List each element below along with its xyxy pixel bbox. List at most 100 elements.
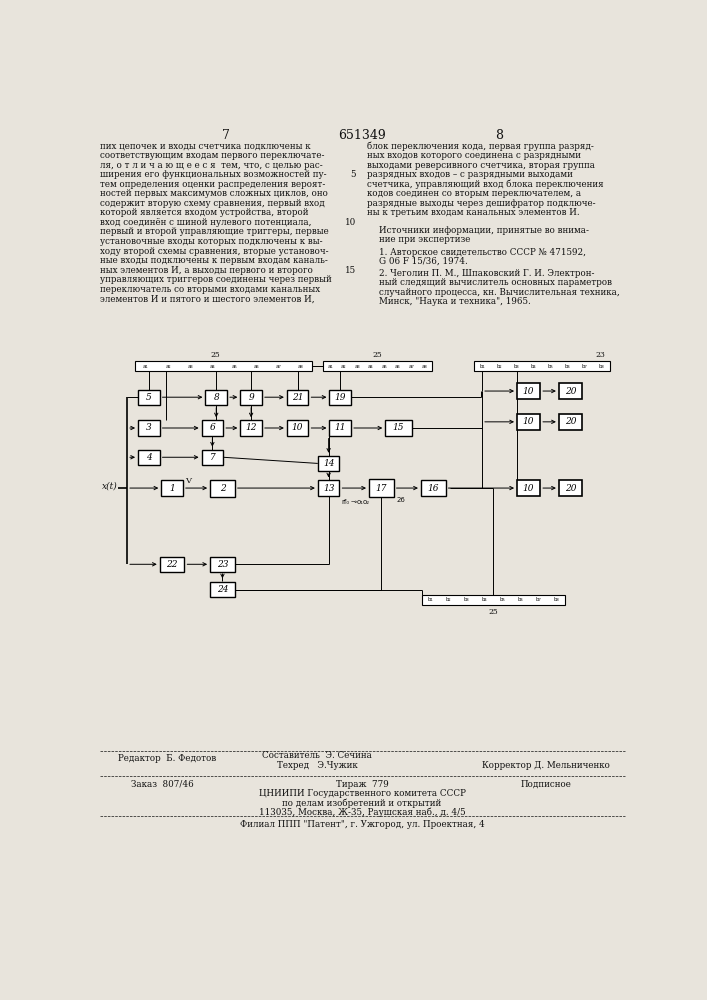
Bar: [559, 383, 582, 399]
Text: b₃: b₃: [464, 597, 469, 602]
Text: b₇: b₇: [535, 597, 541, 602]
Bar: [517, 414, 540, 430]
Bar: [210, 480, 235, 497]
Text: b₁: b₁: [428, 597, 433, 602]
Text: 12: 12: [245, 424, 257, 432]
Text: V: V: [185, 477, 192, 485]
Bar: [517, 480, 540, 496]
Bar: [138, 450, 160, 465]
Text: ные входы подключены к первым входам каналь-: ные входы подключены к первым входам кан…: [100, 256, 328, 265]
Text: 1: 1: [169, 484, 175, 493]
Text: x(t): x(t): [103, 482, 118, 491]
Text: b₃: b₃: [514, 364, 520, 369]
Text: a₇: a₇: [276, 364, 281, 369]
Text: содержит вторую схему сравнения, первый вход: содержит вторую схему сравнения, первый …: [100, 199, 325, 208]
Text: 10: 10: [522, 484, 534, 493]
Text: a₈: a₈: [422, 364, 428, 369]
Text: соответствующим входам первого переключате-: соответствующим входам первого переключа…: [100, 151, 325, 160]
Bar: [369, 479, 394, 497]
Bar: [161, 480, 183, 496]
Text: разрядных входов – с разрядными выходами: разрядных входов – с разрядными выходами: [368, 170, 573, 179]
Bar: [317, 480, 339, 496]
Text: o₁: o₁: [356, 499, 363, 505]
Text: a₃: a₃: [187, 364, 193, 369]
Bar: [138, 420, 160, 436]
Text: 4: 4: [146, 453, 152, 462]
Text: первый и второй управляющие триггеры, первые: первый и второй управляющие триггеры, пе…: [100, 227, 329, 236]
Text: переключатель со вторыми входами канальных: переключатель со вторыми входами канальн…: [100, 285, 320, 294]
Text: Источники информации, принятые во внима-: Источники информации, принятые во внима-: [379, 226, 589, 235]
Text: 3: 3: [146, 424, 152, 432]
Text: a₄: a₄: [368, 364, 373, 369]
Text: разрядные выходы через дешифратор подключе-: разрядные выходы через дешифратор подклю…: [368, 199, 596, 208]
Bar: [323, 361, 432, 371]
Text: счетчика, управляющий вход блока переключения: счетчика, управляющий вход блока переклю…: [368, 180, 604, 189]
Text: a₆: a₆: [254, 364, 259, 369]
Text: o₂: o₂: [363, 499, 370, 505]
Text: 10: 10: [292, 424, 303, 432]
Text: пих цепочек и входы счетчика подключены к: пих цепочек и входы счетчика подключены …: [100, 142, 310, 151]
Text: 2. Чеголин П. М., Шпаковский Г. И. Электрон-: 2. Чеголин П. М., Шпаковский Г. И. Элект…: [379, 269, 595, 278]
Text: Подписное: Подписное: [520, 780, 571, 789]
Bar: [474, 361, 610, 371]
Bar: [421, 595, 565, 605]
Text: 8: 8: [214, 393, 219, 402]
Bar: [517, 383, 540, 399]
Text: b₂: b₂: [497, 364, 503, 369]
Bar: [317, 456, 339, 471]
Bar: [385, 420, 411, 436]
Text: ширения его функциональных возможностей пу-: ширения его функциональных возможностей …: [100, 170, 327, 179]
Text: 24: 24: [217, 585, 228, 594]
Bar: [287, 389, 308, 405]
Text: 651349: 651349: [338, 129, 386, 142]
Text: 5: 5: [146, 393, 152, 402]
Text: 10: 10: [522, 387, 534, 396]
Text: Редактор  Б. Федотов: Редактор Б. Федотов: [118, 754, 216, 763]
Text: Филиал ППП "Патент", г. Ужгород, ул. Проектная, 4: Филиал ППП "Патент", г. Ужгород, ул. Про…: [240, 820, 484, 829]
Bar: [135, 361, 312, 371]
Text: тем определения оценки распределения вероят-: тем определения оценки распределения вер…: [100, 180, 325, 189]
Text: a₂: a₂: [165, 364, 171, 369]
Text: управляющих триггеров соединены через первый: управляющих триггеров соединены через пе…: [100, 275, 332, 284]
Text: ный следящий вычислитель основных параметров: ный следящий вычислитель основных параме…: [379, 278, 612, 287]
Text: 5: 5: [350, 170, 356, 179]
Text: 1. Авторское свидетельство СССР № 471592,: 1. Авторское свидетельство СССР № 471592…: [379, 248, 586, 257]
Text: a₁: a₁: [327, 364, 333, 369]
Text: ⊸: ⊸: [351, 499, 357, 505]
Text: Минск, "Наука и техника", 1965.: Минск, "Наука и техника", 1965.: [379, 297, 531, 306]
Text: a₅: a₅: [381, 364, 387, 369]
Text: выходами реверсивного счетчика, вторая группа: выходами реверсивного счетчика, вторая г…: [368, 161, 595, 170]
Text: ных входов которого соединена с разрядными: ных входов которого соединена с разрядны…: [368, 151, 581, 160]
Text: 15: 15: [392, 424, 404, 432]
Text: 7: 7: [209, 453, 215, 462]
Text: a₅: a₅: [231, 364, 237, 369]
Text: ностей первых максимумов сложных циклов, оно: ностей первых максимумов сложных циклов,…: [100, 189, 328, 198]
Text: Заказ  807/46: Заказ 807/46: [131, 780, 194, 789]
Bar: [559, 414, 582, 430]
Bar: [559, 480, 582, 496]
Text: 21: 21: [292, 393, 303, 402]
Text: Корректор Д. Мельниченко: Корректор Д. Мельниченко: [481, 761, 609, 770]
Bar: [240, 420, 262, 436]
Text: 10: 10: [522, 417, 534, 426]
Text: a₆: a₆: [395, 364, 401, 369]
Text: ние при экспертизе: ние при экспертизе: [379, 235, 470, 244]
Bar: [160, 557, 185, 572]
Text: 14: 14: [323, 459, 334, 468]
Bar: [287, 420, 308, 436]
Bar: [329, 420, 351, 436]
Text: кодов соединен со вторым переключателем, а: кодов соединен со вторым переключателем,…: [368, 189, 581, 198]
Text: элементов И и пятого и шестого элементов И,: элементов И и пятого и шестого элементов…: [100, 294, 315, 303]
Text: 113035, Москва, Ж-35, Раушская наб., д. 4/5: 113035, Москва, Ж-35, Раушская наб., д. …: [259, 808, 465, 817]
Text: 16: 16: [428, 484, 439, 493]
Text: b₆: b₆: [518, 597, 523, 602]
Text: случайного процесса, кн. Вычислительная техника,: случайного процесса, кн. Вычислительная …: [379, 288, 620, 297]
Text: 25: 25: [489, 608, 498, 616]
Text: 11: 11: [334, 424, 346, 432]
Text: Техред   Э.Чужик: Техред Э.Чужик: [276, 761, 357, 770]
Text: b₂: b₂: [445, 597, 451, 602]
Text: Составитель  Э. Сечина: Составитель Э. Сечина: [262, 751, 372, 760]
Bar: [421, 480, 445, 496]
Text: ЦНИИПИ Государственного комитета СССР: ЦНИИПИ Государственного комитета СССР: [259, 789, 465, 798]
Text: ны к третьим входам канальных элементов И.: ны к третьим входам канальных элементов …: [368, 208, 580, 217]
